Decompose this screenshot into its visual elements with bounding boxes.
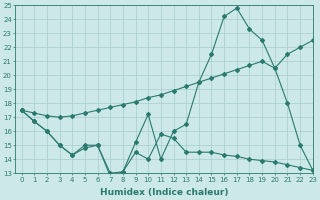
X-axis label: Humidex (Indice chaleur): Humidex (Indice chaleur) <box>100 188 228 197</box>
